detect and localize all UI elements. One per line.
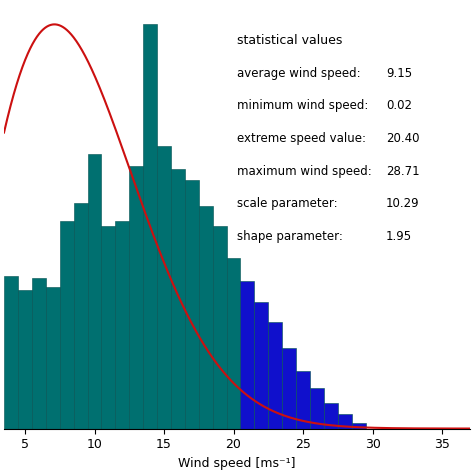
Bar [18, 290, 32, 428]
Bar [73, 203, 88, 428]
Bar [171, 169, 185, 428]
Bar [157, 146, 171, 428]
Bar [4, 275, 18, 428]
Text: minimum wind speed:: minimum wind speed: [237, 99, 368, 112]
Bar [185, 180, 199, 428]
Bar [143, 24, 157, 428]
Text: 0.02: 0.02 [386, 99, 412, 112]
Text: average wind speed:: average wind speed: [237, 66, 361, 80]
Bar [101, 227, 115, 428]
Bar [213, 227, 227, 428]
Bar [352, 423, 365, 428]
Bar [60, 221, 73, 428]
Bar [46, 287, 60, 428]
Text: shape parameter:: shape parameter: [237, 230, 343, 243]
Text: 28.71: 28.71 [386, 164, 419, 178]
Bar [240, 281, 255, 428]
Bar [88, 155, 101, 428]
Text: 9.15: 9.15 [386, 66, 412, 80]
Text: 10.29: 10.29 [386, 197, 419, 210]
Bar [227, 258, 240, 428]
Text: maximum wind speed:: maximum wind speed: [237, 164, 372, 178]
Bar [310, 388, 324, 428]
Bar [32, 278, 46, 428]
Bar [296, 371, 310, 428]
Bar [338, 414, 352, 428]
Bar [199, 206, 213, 428]
Bar [255, 301, 268, 428]
Bar [282, 348, 296, 428]
Text: 1.95: 1.95 [386, 230, 412, 243]
Bar [129, 166, 143, 428]
X-axis label: Wind speed [ms⁻¹]: Wind speed [ms⁻¹] [178, 457, 296, 470]
Text: statistical values: statistical values [237, 34, 342, 47]
Text: 20.40: 20.40 [386, 132, 419, 145]
Bar [268, 322, 282, 428]
Bar [115, 221, 129, 428]
Bar [324, 402, 338, 428]
Text: extreme speed value:: extreme speed value: [237, 132, 366, 145]
Text: scale parameter:: scale parameter: [237, 197, 337, 210]
